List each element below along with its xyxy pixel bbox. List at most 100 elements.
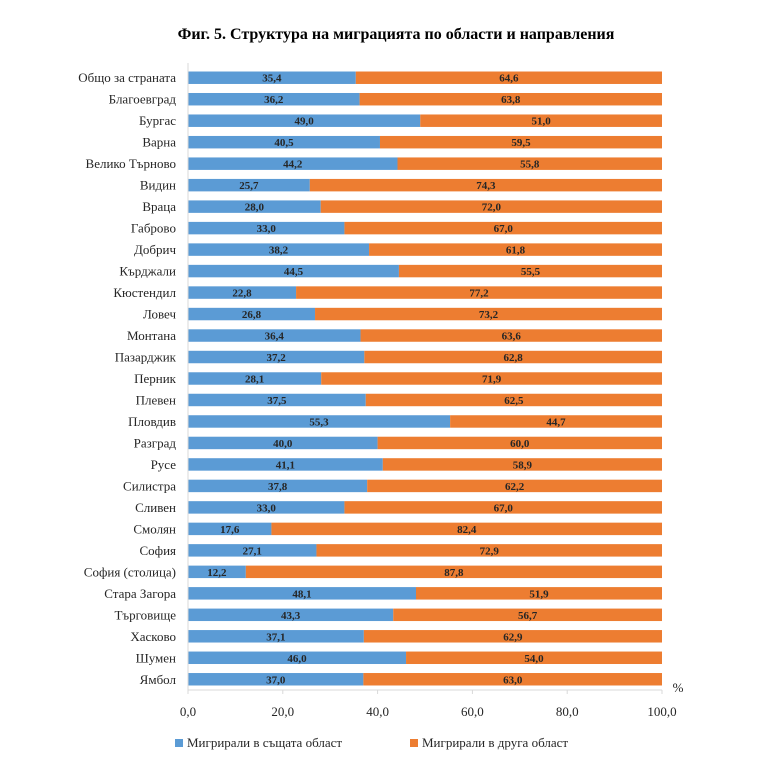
data-label: 36,4 (265, 331, 285, 343)
bar-segment-other-region (355, 71, 662, 84)
bar-segment-same-region (188, 178, 310, 192)
bar-segment-other-region (320, 200, 662, 213)
data-label: 28,1 (245, 374, 264, 386)
bar-segment-other-region (344, 221, 662, 235)
bar-segment-same-region (188, 522, 272, 536)
data-label: 37,2 (267, 352, 287, 364)
data-label: 49,0 (295, 116, 315, 128)
data-label: 63,6 (502, 331, 522, 343)
data-label: 58,9 (513, 459, 533, 471)
bar-segment-same-region (188, 479, 368, 493)
bar-segment-same-region (188, 200, 321, 213)
category-label: Сливен (135, 500, 176, 515)
bar-segment-other-region (359, 92, 662, 106)
category-label: Монтана (127, 328, 176, 343)
bar-segment-same-region (188, 673, 364, 686)
bar-segment-same-region (188, 243, 370, 256)
data-label: 71,9 (482, 374, 502, 386)
bar-segment-same-region (188, 393, 366, 407)
bar-segment-same-region (188, 372, 322, 385)
data-label: 63,8 (501, 94, 521, 106)
data-label: 46,0 (287, 653, 307, 665)
bar-segment-same-region (188, 329, 361, 342)
category-label: Пловдив (128, 414, 176, 429)
category-label: Ловеч (143, 307, 177, 322)
bar-segment-other-region (397, 157, 662, 170)
bar-segment-same-region (188, 92, 360, 106)
x-tick-label: 20,0 (271, 704, 294, 719)
data-label: 17,6 (220, 524, 240, 536)
data-label: 33,0 (257, 502, 277, 514)
data-label: 72,0 (482, 202, 502, 214)
data-label: 67,0 (494, 223, 514, 235)
category-label: София (139, 543, 176, 558)
category-label: Кюстендил (113, 285, 176, 300)
data-label: 44,5 (284, 266, 304, 278)
data-label: 56,7 (518, 610, 538, 622)
category-label: Смолян (133, 521, 176, 536)
data-label: 37,0 (266, 674, 286, 686)
data-label: 63,0 (503, 674, 523, 686)
category-label: Перник (134, 371, 177, 386)
data-label: 64,6 (499, 73, 519, 85)
bar-segment-other-region (316, 544, 662, 557)
category-label: Видин (140, 178, 176, 193)
category-label: Благоевград (109, 92, 177, 107)
data-label: 73,2 (479, 309, 499, 321)
x-tick-label: 80,0 (556, 704, 579, 719)
bar-segment-same-region (188, 135, 380, 149)
bar-segment-other-region (363, 630, 662, 643)
data-label: 61,8 (506, 245, 526, 257)
bar-segment-other-region (398, 264, 662, 278)
data-label: 51,9 (529, 588, 549, 600)
x-tick-label: 100,0 (647, 704, 676, 719)
data-label: 37,5 (267, 395, 287, 407)
data-label: 54,0 (524, 653, 544, 665)
bar-segment-same-region (188, 221, 345, 235)
data-label: 25,7 (239, 180, 259, 192)
data-label: 40,5 (274, 137, 294, 149)
category-label: Плевен (136, 392, 176, 407)
legend-label: Мигрирали в друга област (422, 735, 568, 750)
data-label: 38,2 (269, 245, 289, 257)
data-label: 40,0 (273, 438, 293, 450)
bar-segment-other-region (344, 501, 662, 514)
data-label: 74,3 (476, 180, 496, 192)
legend-label: Мигрирали в същата област (187, 735, 342, 750)
bar-segment-same-region (188, 114, 421, 127)
data-label: 51,0 (532, 116, 552, 128)
data-label: 62,8 (504, 352, 524, 364)
category-label: Варна (142, 135, 176, 150)
bar-segment-same-region (188, 157, 398, 170)
data-label: 67,0 (494, 502, 514, 514)
data-label: 55,5 (521, 266, 541, 278)
data-label: 28,0 (245, 202, 265, 214)
bar-segment-same-region (188, 544, 317, 557)
category-label: Търговище (114, 607, 176, 622)
data-label: 44,7 (546, 416, 566, 428)
bar-segment-same-region (188, 307, 316, 321)
data-label: 44,2 (283, 159, 303, 171)
category-label: Общо за страната (78, 70, 176, 85)
bar-segment-other-region (271, 522, 662, 536)
bar-segment-other-region (393, 608, 662, 622)
bar-segment-other-region (321, 372, 662, 385)
category-label: Русе (151, 457, 177, 472)
bar-segment-other-region (245, 565, 662, 579)
data-label: 12,2 (207, 567, 227, 579)
data-label: 60,0 (510, 438, 530, 450)
bar-segment-same-region (188, 651, 407, 665)
data-label: 62,5 (504, 395, 524, 407)
bar-segment-other-region (450, 415, 662, 428)
bar-segment-same-region (188, 71, 356, 84)
data-label: 77,2 (469, 288, 489, 300)
bar-segment-other-region (360, 329, 662, 342)
data-label: 62,9 (503, 631, 523, 643)
bar-segment-other-region (379, 135, 662, 149)
bar-segment-same-region (188, 350, 365, 364)
bar-segment-other-region (406, 651, 662, 665)
category-label: Стара Загора (104, 586, 176, 601)
data-label: 82,4 (457, 524, 477, 536)
bar-segment-other-region (382, 458, 662, 471)
